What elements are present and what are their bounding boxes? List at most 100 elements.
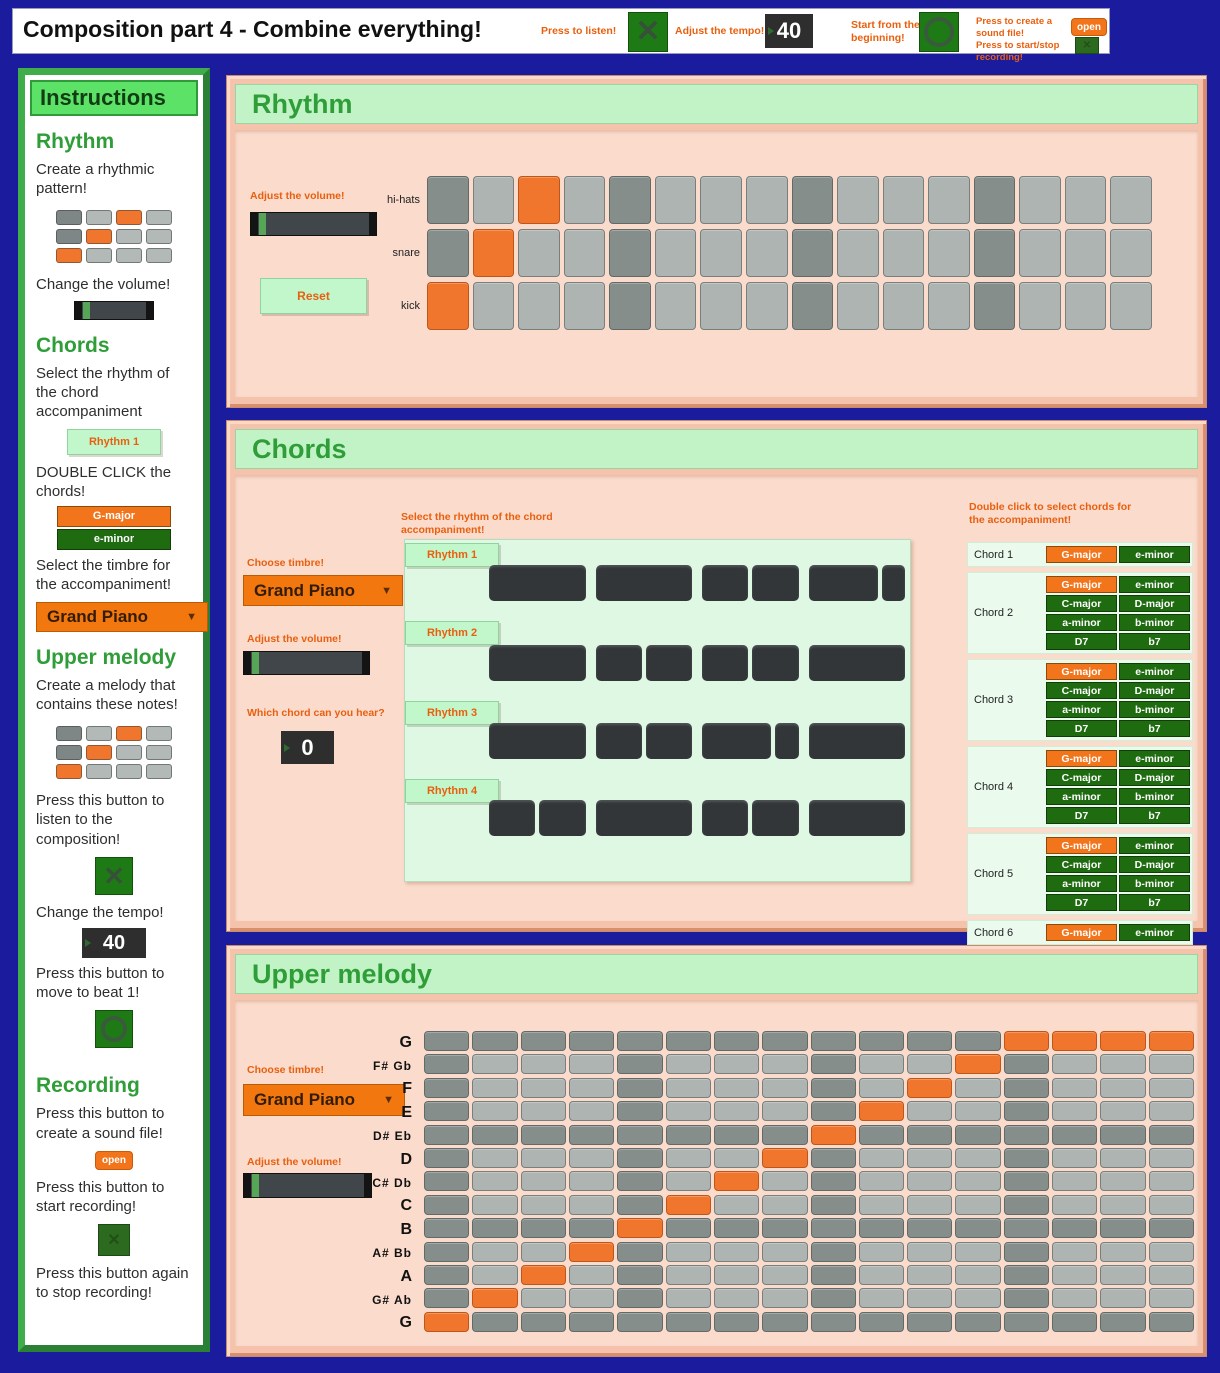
melody-step-cell[interactable] bbox=[568, 1147, 615, 1168]
melody-step-cell[interactable] bbox=[520, 1171, 566, 1192]
melody-step-cell[interactable] bbox=[955, 1171, 1001, 1192]
chord-option-d-major[interactable]: D-major bbox=[1119, 595, 1190, 612]
melody-step-cell[interactable] bbox=[858, 1101, 905, 1122]
melody-step-cell[interactable] bbox=[1052, 1218, 1098, 1239]
melody-step-cell[interactable] bbox=[665, 1101, 711, 1122]
rhythm-step-cell[interactable] bbox=[518, 282, 560, 330]
melody-step-cell[interactable] bbox=[858, 1054, 905, 1075]
rhythm-step-cell[interactable] bbox=[472, 282, 515, 330]
melody-step-cell[interactable] bbox=[424, 1054, 470, 1075]
melody-step-cell[interactable] bbox=[472, 1264, 518, 1285]
rhythm-step-cell[interactable] bbox=[837, 229, 879, 277]
melody-step-cell[interactable] bbox=[665, 1264, 711, 1285]
melody-step-cell[interactable] bbox=[762, 1171, 808, 1192]
melody-step-cell[interactable] bbox=[472, 1288, 518, 1309]
rhythm-step-cell[interactable] bbox=[427, 282, 469, 330]
melody-step-cell[interactable] bbox=[955, 1241, 1001, 1262]
melody-step-cell[interactable] bbox=[955, 1031, 1001, 1051]
melody-step-cell[interactable] bbox=[955, 1101, 1001, 1122]
melody-step-cell[interactable] bbox=[810, 1288, 856, 1309]
rhythm4-button[interactable]: Rhythm 4 bbox=[405, 779, 499, 803]
melody-step-cell[interactable] bbox=[424, 1218, 470, 1239]
melody-step-cell[interactable] bbox=[713, 1264, 760, 1285]
melody-step-cell[interactable] bbox=[1003, 1241, 1050, 1262]
melody-step-cell[interactable] bbox=[472, 1101, 518, 1122]
melody-step-cell[interactable] bbox=[1052, 1101, 1098, 1122]
melody-step-cell[interactable] bbox=[955, 1288, 1001, 1309]
melody-step-cell[interactable] bbox=[1003, 1147, 1050, 1168]
melody-step-cell[interactable] bbox=[424, 1194, 470, 1215]
melody-step-cell[interactable] bbox=[762, 1218, 808, 1239]
melody-step-cell[interactable] bbox=[1100, 1218, 1146, 1239]
melody-step-cell[interactable] bbox=[617, 1264, 663, 1285]
chord-option-g-major[interactable]: G-major bbox=[1046, 750, 1117, 767]
melody-step-cell[interactable] bbox=[568, 1077, 615, 1098]
melody-step-cell[interactable] bbox=[520, 1288, 566, 1309]
melody-step-cell[interactable] bbox=[1003, 1077, 1050, 1098]
chord-option-b7[interactable]: b7 bbox=[1119, 633, 1190, 650]
rhythm-step-cell[interactable] bbox=[563, 282, 606, 330]
melody-step-cell[interactable] bbox=[472, 1077, 518, 1098]
melody-step-cell[interactable] bbox=[520, 1147, 566, 1168]
melody-step-cell[interactable] bbox=[858, 1077, 905, 1098]
melody-step-cell[interactable] bbox=[955, 1077, 1001, 1098]
melody-step-cell[interactable] bbox=[472, 1124, 518, 1145]
chord-option-b7[interactable]: b7 bbox=[1119, 720, 1190, 737]
chord-option-e-minor[interactable]: e-minor bbox=[1119, 924, 1190, 941]
chord-option-d7[interactable]: D7 bbox=[1046, 807, 1117, 824]
melody-step-cell[interactable] bbox=[472, 1054, 518, 1075]
melody-step-cell[interactable] bbox=[665, 1171, 711, 1192]
melody-step-cell[interactable] bbox=[1148, 1288, 1194, 1309]
melody-step-cell[interactable] bbox=[424, 1147, 470, 1168]
melody-step-cell[interactable] bbox=[1148, 1124, 1194, 1145]
melody-step-cell[interactable] bbox=[1148, 1218, 1194, 1239]
chord-option-a-minor[interactable]: a-minor bbox=[1046, 875, 1117, 892]
melody-step-cell[interactable] bbox=[424, 1311, 470, 1332]
melody-step-cell[interactable] bbox=[1003, 1194, 1050, 1215]
melody-step-cell[interactable] bbox=[810, 1264, 856, 1285]
melody-step-cell[interactable] bbox=[665, 1054, 711, 1075]
melody-step-cell[interactable] bbox=[1003, 1031, 1050, 1051]
chord-option-g-major[interactable]: G-major bbox=[1046, 576, 1117, 593]
melody-step-cell[interactable] bbox=[617, 1124, 663, 1145]
melody-step-cell[interactable] bbox=[858, 1031, 905, 1051]
melody-step-cell[interactable] bbox=[617, 1031, 663, 1051]
rhythm-step-cell[interactable] bbox=[563, 229, 606, 277]
melody-step-cell[interactable] bbox=[907, 1241, 953, 1262]
chord-option-d7[interactable]: D7 bbox=[1046, 894, 1117, 911]
rhythm-step-cell[interactable] bbox=[837, 282, 879, 330]
melody-step-cell[interactable] bbox=[472, 1147, 518, 1168]
rhythm3-button[interactable]: Rhythm 3 bbox=[405, 701, 499, 725]
melody-step-cell[interactable] bbox=[762, 1288, 808, 1309]
melody-step-cell[interactable] bbox=[568, 1054, 615, 1075]
melody-volume-slider[interactable] bbox=[243, 1173, 372, 1198]
rhythm-step-cell[interactable] bbox=[472, 229, 515, 277]
melody-step-cell[interactable] bbox=[858, 1311, 905, 1332]
melody-step-cell[interactable] bbox=[665, 1288, 711, 1309]
chord-option-d7[interactable]: D7 bbox=[1046, 633, 1117, 650]
melody-step-cell[interactable] bbox=[520, 1311, 566, 1332]
melody-step-cell[interactable] bbox=[713, 1077, 760, 1098]
melody-step-cell[interactable] bbox=[713, 1241, 760, 1262]
chord-option-d-major[interactable]: D-major bbox=[1119, 856, 1190, 873]
melody-step-cell[interactable] bbox=[858, 1241, 905, 1262]
melody-step-cell[interactable] bbox=[907, 1147, 953, 1168]
melody-step-cell[interactable] bbox=[1100, 1054, 1146, 1075]
rhythm-step-cell[interactable] bbox=[837, 176, 879, 224]
melody-step-cell[interactable] bbox=[1148, 1171, 1194, 1192]
melody-step-cell[interactable] bbox=[810, 1311, 856, 1332]
melody-step-cell[interactable] bbox=[955, 1054, 1001, 1075]
melody-step-cell[interactable] bbox=[1100, 1194, 1146, 1215]
melody-step-cell[interactable] bbox=[1052, 1031, 1098, 1051]
melody-step-cell[interactable] bbox=[907, 1288, 953, 1309]
chord-option-c-major[interactable]: C-major bbox=[1046, 769, 1117, 786]
melody-step-cell[interactable] bbox=[665, 1031, 711, 1051]
rhythm-step-cell[interactable] bbox=[654, 229, 697, 277]
melody-step-cell[interactable] bbox=[858, 1264, 905, 1285]
melody-step-cell[interactable] bbox=[1148, 1101, 1194, 1122]
melody-step-cell[interactable] bbox=[1100, 1101, 1146, 1122]
melody-step-cell[interactable] bbox=[617, 1077, 663, 1098]
melody-step-cell[interactable] bbox=[568, 1264, 615, 1285]
listen-toggle-button[interactable]: ✕ bbox=[628, 12, 668, 52]
melody-step-cell[interactable] bbox=[907, 1194, 953, 1215]
